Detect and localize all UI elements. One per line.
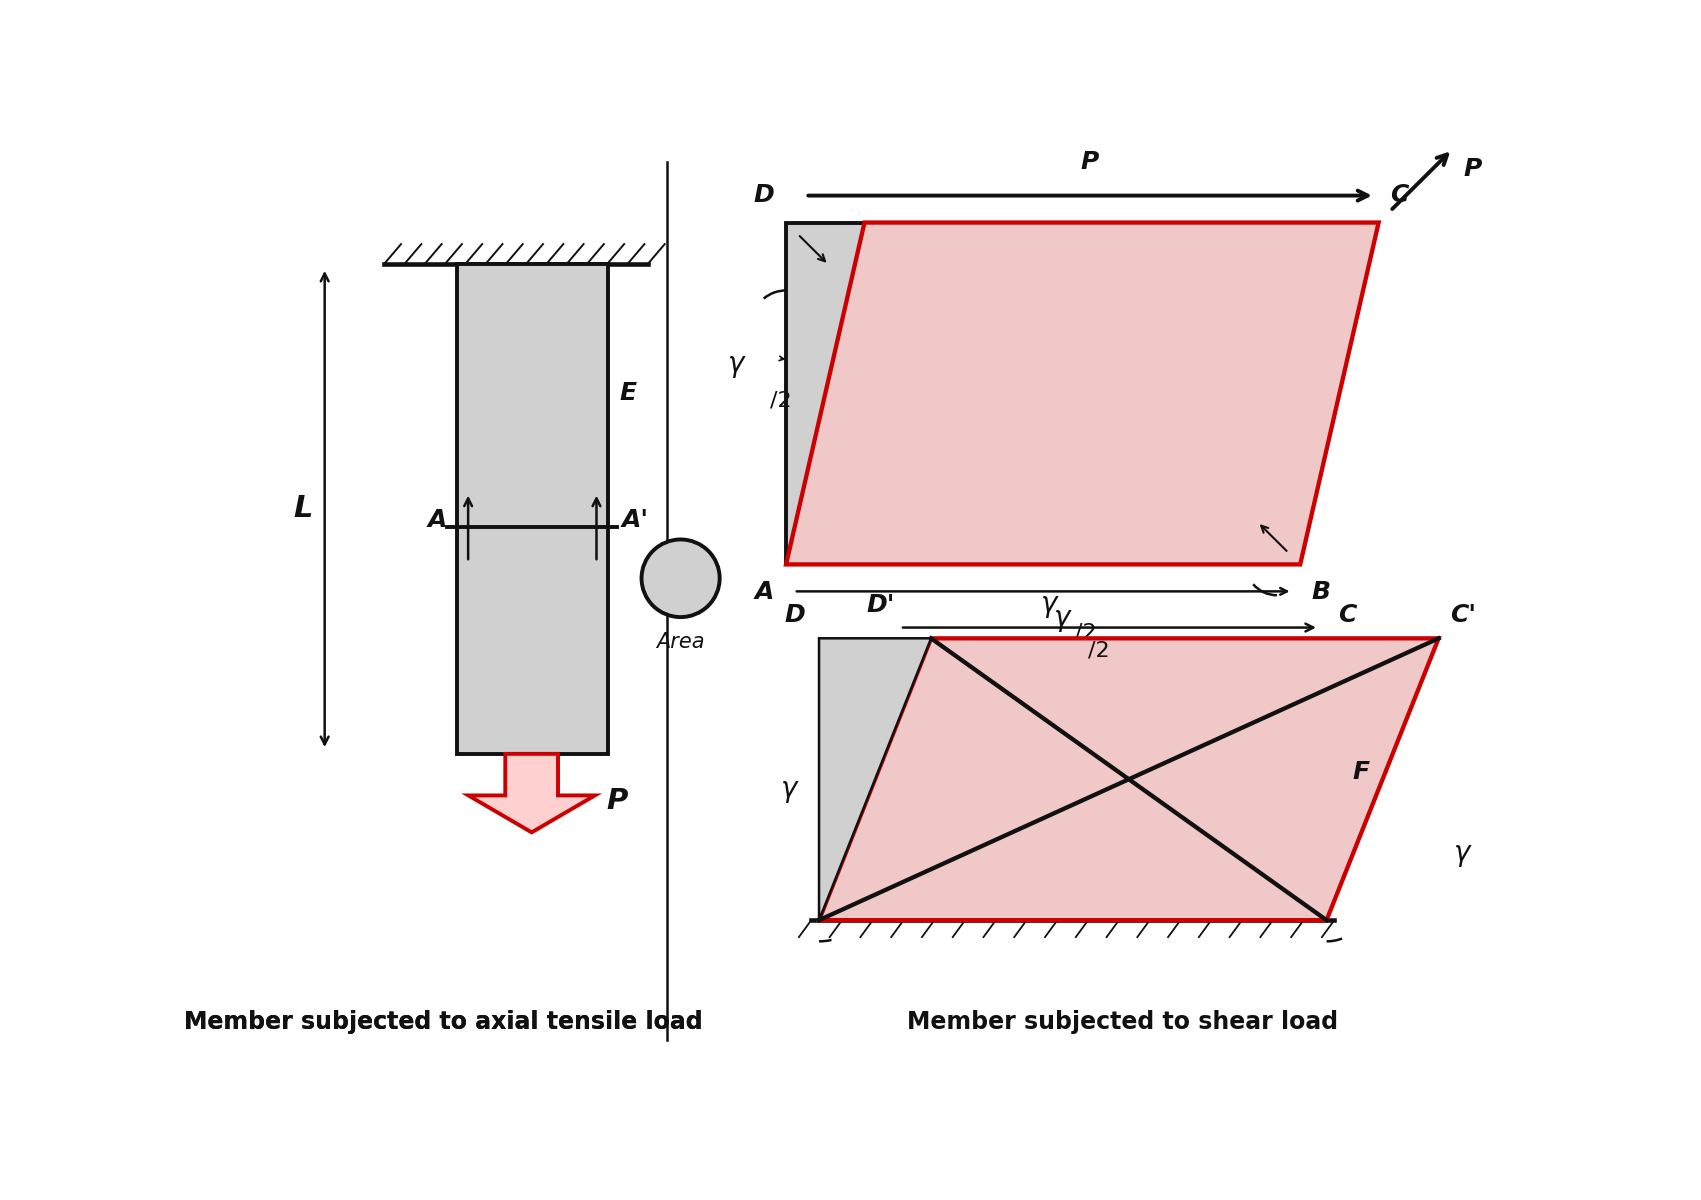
Text: Member subjected to shear load: Member subjected to shear load bbox=[907, 1009, 1337, 1033]
Text: E: E bbox=[619, 382, 636, 406]
Text: L: L bbox=[293, 494, 313, 523]
Text: /2: /2 bbox=[771, 390, 791, 410]
Text: Member subjected to axial tensile load: Member subjected to axial tensile load bbox=[184, 1009, 703, 1033]
Text: P: P bbox=[607, 787, 628, 815]
Text: $\gamma$: $\gamma$ bbox=[1039, 592, 1060, 620]
Text: /2: /2 bbox=[1075, 623, 1095, 643]
Text: C: C bbox=[1339, 602, 1357, 626]
Polygon shape bbox=[820, 638, 1439, 920]
Polygon shape bbox=[468, 754, 595, 833]
Text: A: A bbox=[755, 580, 774, 604]
Polygon shape bbox=[786, 222, 1300, 564]
Text: /2: /2 bbox=[1087, 641, 1109, 661]
Text: $\gamma$: $\gamma$ bbox=[1453, 841, 1471, 870]
Polygon shape bbox=[786, 222, 1378, 564]
Text: A': A' bbox=[623, 508, 650, 532]
Text: C: C bbox=[1390, 184, 1408, 208]
Text: D': D' bbox=[866, 593, 895, 617]
Text: D: D bbox=[754, 184, 774, 208]
Polygon shape bbox=[820, 638, 1327, 920]
Polygon shape bbox=[820, 638, 930, 920]
Text: Member subjected to axial tensile load: Member subjected to axial tensile load bbox=[184, 1009, 703, 1033]
Text: $\gamma$: $\gamma$ bbox=[726, 352, 747, 379]
Text: A: A bbox=[429, 508, 447, 532]
Text: C': C' bbox=[1451, 602, 1476, 626]
Text: P: P bbox=[1465, 157, 1482, 181]
Polygon shape bbox=[456, 264, 609, 754]
Text: B: B bbox=[1311, 580, 1330, 604]
Text: P: P bbox=[1080, 150, 1099, 174]
Text: $\gamma$: $\gamma$ bbox=[1053, 606, 1073, 634]
Text: Area: Area bbox=[657, 632, 704, 653]
Circle shape bbox=[641, 540, 720, 617]
Text: $\gamma$: $\gamma$ bbox=[779, 776, 799, 805]
Text: F: F bbox=[1352, 761, 1369, 785]
Text: D: D bbox=[784, 602, 805, 626]
